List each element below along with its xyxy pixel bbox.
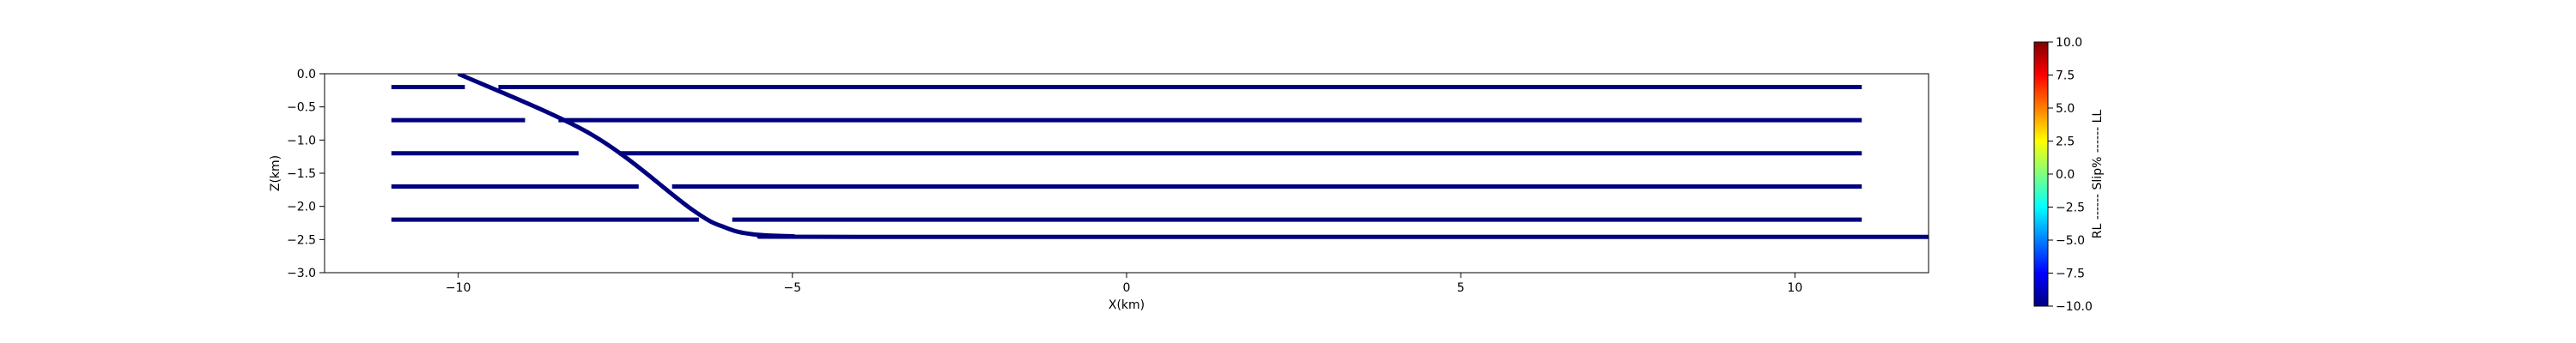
y-axis-ticks: 0.0 −0.5 −1.0 −1.5 −2.0 −2.5 −3.0 bbox=[287, 68, 325, 280]
colorbar-tick-label: 10.0 bbox=[2056, 36, 2082, 50]
colorbar-bar bbox=[2033, 41, 2049, 307]
colorbar-label: RL ------ Slip% ------ LL bbox=[2091, 110, 2105, 239]
y-tick-label: −1.5 bbox=[287, 167, 316, 181]
colorbar-tick-label: 0.0 bbox=[2056, 168, 2075, 182]
colorbar-tick-label: −5.0 bbox=[2056, 234, 2085, 248]
colorbar-tick-label: 2.5 bbox=[2056, 135, 2075, 149]
y-tick-label: −1.0 bbox=[287, 134, 316, 147]
y-tick-label: −3.0 bbox=[287, 267, 316, 280]
x-tick-label: −10 bbox=[446, 281, 471, 295]
y-tick-label: 0.0 bbox=[297, 68, 316, 81]
x-tick-label: 5 bbox=[1457, 281, 1465, 295]
main-axes: −10 −5 0 5 10 0.0 −0.5 −1.0 −1.5 −2.0 −2.5 −3.0 X(… bbox=[269, 68, 1929, 312]
x-axis-ticks: −10 −5 0 5 10 bbox=[446, 273, 1802, 295]
data-lines bbox=[391, 74, 1929, 239]
colorbar: 10.0 7.5 5.0 2.5 0.0 −2.5 −5.0 −7.5 −10.0 RL ---… bbox=[2033, 36, 2105, 314]
colorbar-tick-label: −10.0 bbox=[2056, 300, 2093, 314]
x-tick-label: 10 bbox=[1787, 281, 1802, 295]
colorbar-tick-label: −7.5 bbox=[2056, 268, 2085, 281]
y-axis-label: Z(km) bbox=[269, 155, 283, 191]
y-tick-label: −0.5 bbox=[287, 101, 316, 115]
main-fault-line bbox=[457, 74, 1929, 239]
x-axis-label: X(km) bbox=[1109, 298, 1145, 312]
colorbar-tick-label: 5.0 bbox=[2056, 102, 2075, 116]
x-tick-label: 0 bbox=[1123, 281, 1131, 295]
colorbar-tick-label: 7.5 bbox=[2056, 69, 2075, 83]
colorbar-ticks: 10.0 7.5 5.0 2.5 0.0 −2.5 −5.0 −7.5 −10.0 bbox=[2048, 36, 2093, 314]
y-tick-label: −2.0 bbox=[287, 201, 316, 214]
plot-area bbox=[325, 74, 1929, 273]
colorbar-tick-label: −2.5 bbox=[2056, 202, 2085, 215]
y-tick-label: −2.5 bbox=[287, 233, 316, 247]
x-tick-label: −5 bbox=[784, 281, 802, 295]
